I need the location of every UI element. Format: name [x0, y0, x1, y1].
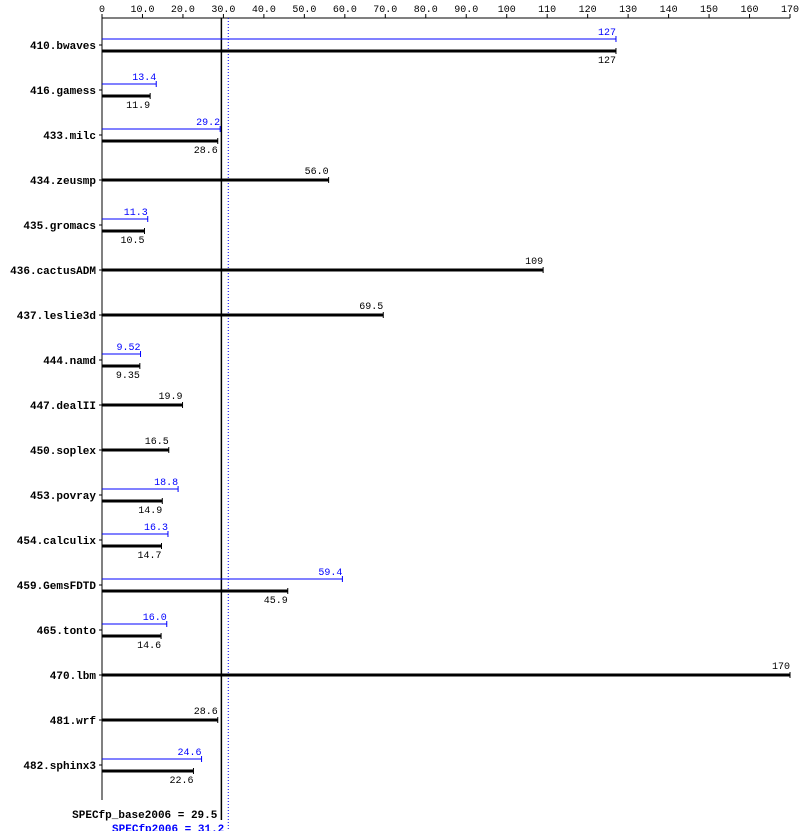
summary-base: SPECfp_base2006 = 29.5 — [72, 810, 218, 822]
chart-bg — [0, 0, 799, 831]
x-tick-label: 50.0 — [292, 5, 316, 16]
x-tick-label: 130 — [619, 5, 637, 16]
benchmark-label: 437.leslie3d — [17, 311, 96, 323]
x-tick-label: 90.0 — [454, 5, 478, 16]
x-tick-label: 60.0 — [333, 5, 357, 16]
base-value: 16.5 — [145, 437, 169, 448]
peak-value: 9.52 — [117, 343, 141, 354]
specfp-chart: 0 10.0 20.0 30.0 40.0 50.0 60.0 70.0 80.0 90.0 100… — [0, 0, 799, 831]
x-tick-label: 140 — [660, 5, 678, 16]
x-tick-label: 150 — [700, 5, 718, 16]
peak-value: 127 — [598, 28, 616, 39]
x-tick-label: 30.0 — [211, 5, 235, 16]
base-value: 28.6 — [194, 707, 218, 718]
base-value: 56.0 — [305, 167, 329, 178]
x-tick-label: 100 — [498, 5, 516, 16]
benchmark-label: 459.GemsFDTD — [17, 581, 97, 593]
base-value: 14.6 — [137, 641, 161, 652]
x-tick-label: 160 — [741, 5, 759, 16]
base-value: 19.9 — [159, 392, 183, 403]
base-value: 14.7 — [137, 551, 161, 562]
x-tick-label: 10.0 — [130, 5, 154, 16]
base-value: 11.9 — [126, 101, 150, 112]
benchmark-label: 444.namd — [43, 356, 96, 368]
peak-value: 59.4 — [318, 568, 342, 579]
peak-value: 24.6 — [178, 748, 202, 759]
benchmark-label: 482.sphinx3 — [23, 761, 96, 773]
peak-value: 16.0 — [143, 613, 167, 624]
base-value: 109 — [525, 257, 543, 268]
benchmark-label: 481.wrf — [50, 716, 97, 728]
base-value: 14.9 — [138, 506, 162, 517]
benchmark-label: 435.gromacs — [23, 221, 96, 233]
benchmark-label: 450.soplex — [30, 446, 96, 458]
benchmark-label: 465.tonto — [37, 626, 97, 638]
base-value: 45.9 — [264, 596, 288, 607]
x-tick-label: 170 — [781, 5, 799, 16]
x-tick-label: 20.0 — [171, 5, 195, 16]
summary-peak: SPECfp2006 = 31.2 — [112, 824, 224, 831]
x-tick-label: 110 — [538, 5, 556, 16]
peak-value: 16.3 — [144, 523, 168, 534]
peak-value: 13.4 — [132, 73, 156, 84]
base-value: 9.35 — [116, 371, 140, 382]
benchmark-label: 410.bwaves — [30, 41, 96, 53]
benchmark-label: 433.milc — [43, 131, 96, 143]
benchmark-label: 434.zeusmp — [30, 176, 96, 188]
benchmark-label: 470.lbm — [50, 671, 97, 683]
base-value: 28.6 — [194, 146, 218, 157]
base-value: 10.5 — [120, 236, 144, 247]
x-tick-label: 80.0 — [414, 5, 438, 16]
x-tick-label: 0 — [99, 5, 105, 16]
benchmark-label: 447.dealII — [30, 401, 96, 413]
x-tick-label: 70.0 — [373, 5, 397, 16]
x-tick-label: 40.0 — [252, 5, 276, 16]
benchmark-label: 436.cactusADM — [10, 266, 96, 278]
peak-value: 29.2 — [196, 118, 220, 129]
base-value: 22.6 — [169, 776, 193, 787]
base-value: 170 — [772, 662, 790, 673]
peak-value: 11.3 — [124, 208, 148, 219]
benchmark-label: 416.gamess — [30, 86, 96, 98]
peak-value: 18.8 — [154, 478, 178, 489]
benchmark-label: 454.calculix — [17, 536, 97, 548]
benchmark-label: 453.povray — [30, 491, 96, 503]
base-value: 127 — [598, 56, 616, 67]
base-value: 69.5 — [359, 302, 383, 313]
x-tick-label: 120 — [579, 5, 597, 16]
